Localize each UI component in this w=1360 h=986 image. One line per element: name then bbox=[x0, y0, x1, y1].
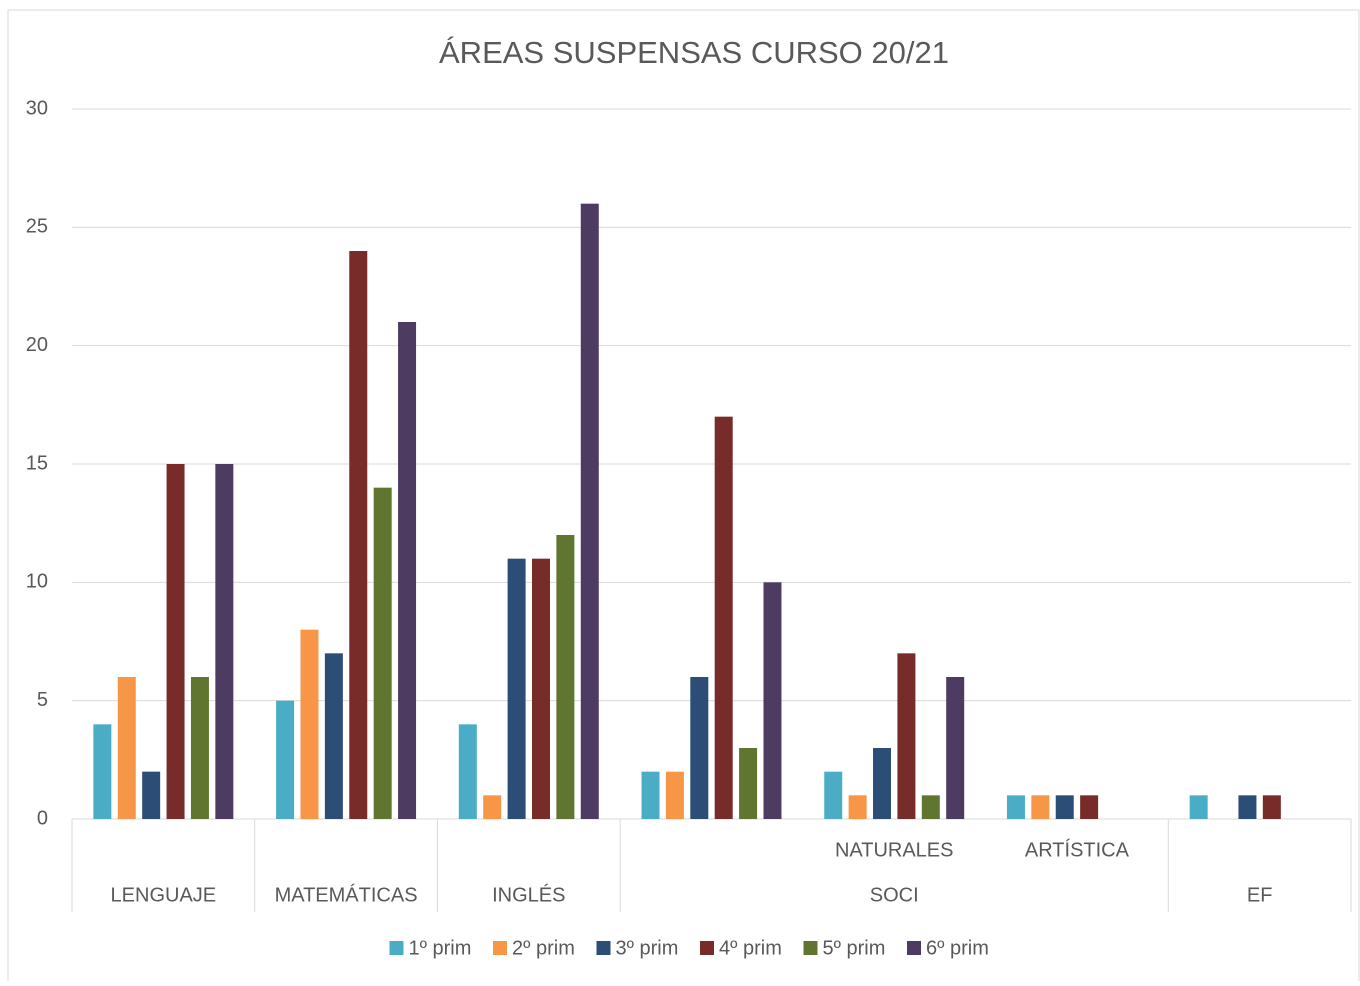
bar bbox=[690, 677, 709, 819]
chart-frame bbox=[7, 9, 1360, 986]
bar bbox=[897, 653, 916, 819]
bar bbox=[739, 748, 758, 819]
bar bbox=[1006, 795, 1025, 819]
bar bbox=[556, 535, 575, 819]
y-tick-label: 30 bbox=[26, 97, 48, 119]
y-tick-label: 10 bbox=[26, 571, 48, 593]
bar bbox=[190, 677, 209, 819]
legend-swatch bbox=[907, 941, 921, 955]
bar bbox=[921, 795, 940, 819]
legend-label: 6º prim bbox=[926, 937, 989, 959]
legend-swatch bbox=[389, 941, 404, 955]
bar bbox=[714, 416, 733, 819]
legend-label: 4º prim bbox=[719, 937, 782, 959]
x-tick-label: ARTÍSTICA bbox=[1025, 838, 1130, 861]
bar bbox=[117, 677, 136, 819]
bar bbox=[824, 771, 843, 819]
bar bbox=[763, 582, 782, 819]
bar bbox=[166, 464, 185, 819]
group-label: LENGUAJE bbox=[111, 884, 217, 906]
legend-swatch bbox=[493, 941, 507, 955]
bar bbox=[641, 771, 660, 819]
bar bbox=[1055, 795, 1074, 819]
y-tick-label: 5 bbox=[37, 689, 48, 711]
x-tick-label: NATURALES bbox=[835, 839, 954, 861]
y-tick-label: 20 bbox=[26, 334, 48, 356]
bar bbox=[300, 629, 319, 819]
bar bbox=[458, 724, 477, 819]
y-tick-label: 25 bbox=[26, 216, 48, 238]
legend-label: 5º prim bbox=[823, 937, 886, 959]
bar bbox=[1031, 795, 1050, 819]
bar bbox=[373, 487, 392, 819]
bar bbox=[507, 558, 526, 819]
legend-swatch bbox=[700, 941, 714, 955]
bar bbox=[398, 322, 417, 819]
y-tick-label: 15 bbox=[26, 452, 48, 474]
chart-title: ÁREAS SUSPENSAS CURSO 20/21 bbox=[439, 35, 949, 70]
bar bbox=[531, 558, 550, 819]
legend-swatch bbox=[803, 941, 818, 955]
legend-label: 1º prim bbox=[409, 937, 472, 959]
bar bbox=[349, 251, 368, 819]
bar bbox=[665, 771, 684, 819]
legend-swatch bbox=[596, 941, 611, 955]
bar bbox=[946, 677, 965, 819]
bar bbox=[142, 771, 161, 819]
y-tick-label: 0 bbox=[37, 807, 48, 829]
group-label: EF bbox=[1247, 884, 1273, 906]
legend-label: 3º prim bbox=[616, 937, 679, 959]
bar bbox=[1262, 795, 1281, 819]
bar bbox=[324, 653, 343, 819]
bar bbox=[580, 203, 599, 819]
bar bbox=[215, 464, 234, 819]
group-label: MATEMÁTICAS bbox=[275, 883, 418, 906]
bar bbox=[1238, 795, 1257, 819]
bar bbox=[483, 795, 502, 819]
bar bbox=[873, 748, 892, 819]
group-label: INGLÉS bbox=[492, 883, 565, 906]
bar bbox=[1080, 795, 1099, 819]
bar bbox=[93, 724, 112, 819]
group-label: SOCI bbox=[870, 884, 919, 906]
bar bbox=[1189, 795, 1208, 819]
bar bbox=[276, 700, 295, 819]
legend-label: 2º prim bbox=[512, 937, 575, 959]
bar bbox=[848, 795, 867, 819]
